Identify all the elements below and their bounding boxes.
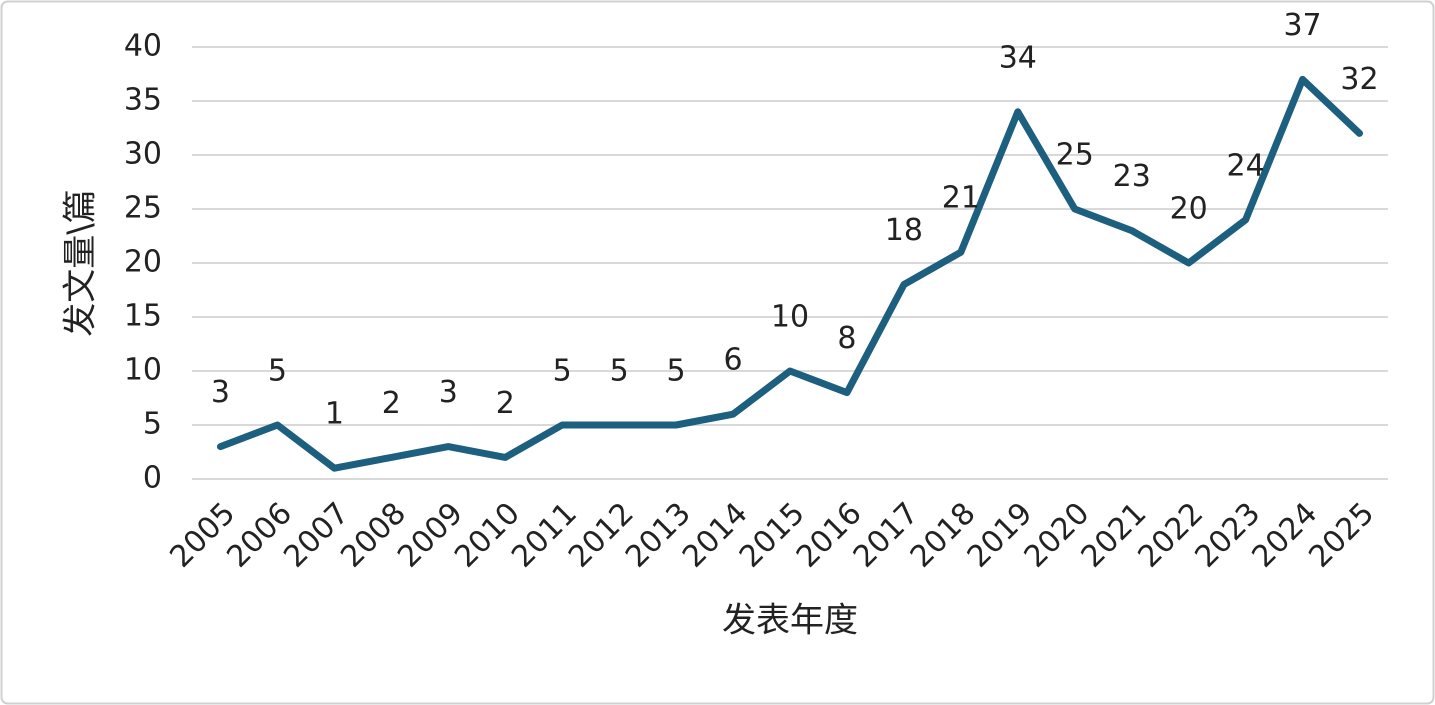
y-tick-label: 30 [124, 137, 162, 172]
data-label: 32 [1340, 62, 1378, 97]
data-label: 18 [885, 213, 923, 248]
data-label: 8 [837, 321, 856, 356]
data-label: 5 [268, 354, 287, 389]
data-label: 1 [325, 397, 344, 432]
y-tick-label: 20 [124, 245, 162, 280]
data-label: 5 [610, 354, 629, 389]
data-label: 23 [1113, 159, 1151, 194]
y-tick-label: 0 [143, 461, 162, 496]
data-label: 10 [771, 300, 809, 335]
x-axis-title: 发表年度 [722, 601, 858, 641]
data-label: 25 [1056, 138, 1094, 173]
y-tick-label: 15 [124, 299, 162, 334]
y-tick-label: 10 [124, 353, 162, 388]
y-tick-label: 25 [124, 191, 162, 226]
data-label: 5 [553, 354, 572, 389]
y-tick-label: 5 [143, 407, 162, 442]
data-label: 34 [999, 40, 1037, 75]
data-label: 5 [667, 354, 686, 389]
data-label: 3 [439, 375, 458, 410]
data-label: 3 [211, 375, 230, 410]
data-label: 21 [942, 181, 980, 216]
data-label: 20 [1170, 192, 1208, 227]
data-label: 2 [382, 386, 401, 421]
data-label: 2 [496, 386, 515, 421]
y-tick-label: 40 [124, 29, 162, 64]
y-tick-label: 35 [124, 83, 162, 118]
data-label: 24 [1227, 148, 1265, 183]
data-label: 37 [1283, 8, 1321, 43]
data-label: 6 [724, 343, 743, 378]
y-axis-title: 发文量\篇 [61, 189, 101, 336]
data-line [216, 75, 1364, 472]
